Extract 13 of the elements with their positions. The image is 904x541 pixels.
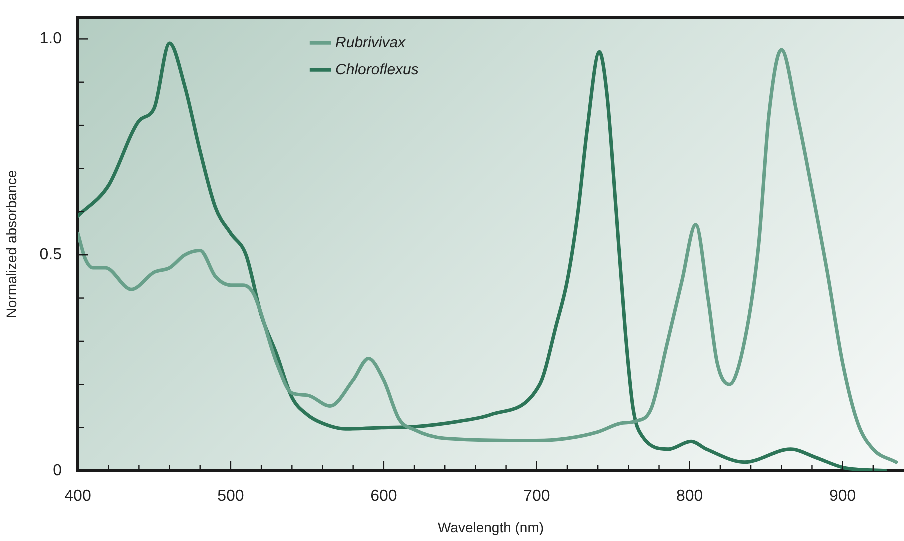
x-axis-title: Wavelength (nm) bbox=[438, 519, 544, 536]
x-tick-label: 900 bbox=[829, 488, 856, 506]
x-tick-label: 500 bbox=[218, 488, 244, 506]
x-tick-label: 700 bbox=[524, 488, 550, 506]
y-axis-title: Normalized absorbance bbox=[3, 170, 20, 318]
y-tick-label: 1.0 bbox=[40, 30, 62, 48]
legend-label: Rubrivivax bbox=[336, 34, 406, 52]
x-tick-label: 600 bbox=[370, 488, 398, 506]
legend-label: Chloroflexus bbox=[336, 61, 420, 78]
y-tick-label: 0.5 bbox=[40, 246, 62, 264]
x-tick-label: 800 bbox=[676, 488, 704, 506]
x-tick-label: 400 bbox=[64, 488, 92, 506]
y-tick-label: 0 bbox=[53, 462, 62, 480]
